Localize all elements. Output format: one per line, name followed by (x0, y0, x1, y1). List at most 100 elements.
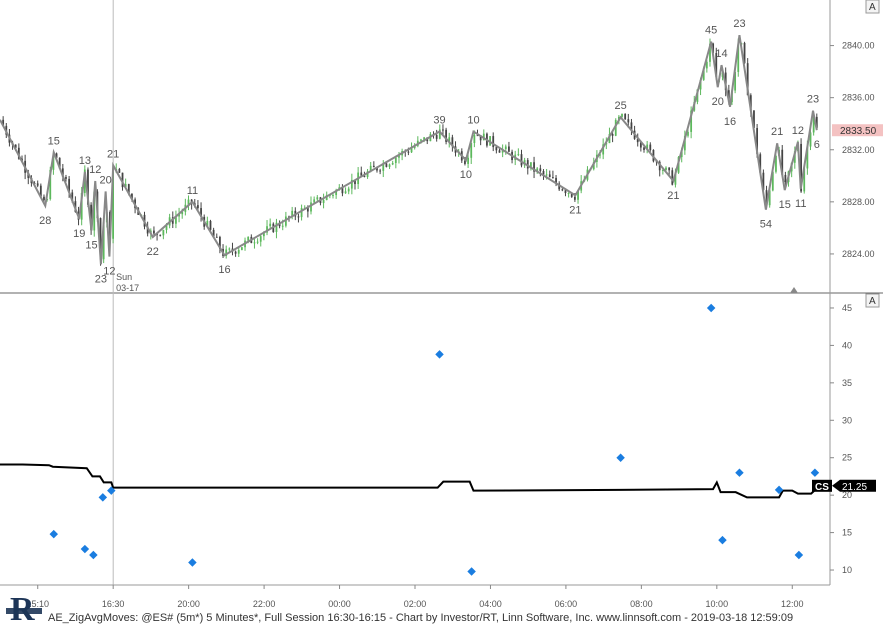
price-bar (259, 236, 262, 242)
zigzag-label: 11 (187, 185, 198, 197)
price-bar (674, 172, 677, 185)
price-bar (627, 119, 630, 123)
price-bar (344, 191, 347, 194)
price-bar (771, 171, 774, 191)
price-bar (803, 168, 806, 192)
price-bar (306, 207, 309, 212)
price-bar (262, 232, 265, 237)
time-tick-label: 15:10 (26, 599, 49, 609)
zig-move-point (98, 493, 108, 502)
price-bar (599, 154, 601, 156)
price-bar (570, 192, 573, 197)
zigzag-label: 21 (771, 126, 783, 138)
price-bar (809, 132, 812, 147)
zig-move-point (467, 567, 476, 576)
price-bar (671, 170, 674, 185)
price-bar (517, 154, 520, 156)
price-bar (240, 247, 243, 250)
price-bar (215, 236, 218, 238)
price-bar (561, 189, 564, 191)
zigzag-label: 28 (39, 215, 51, 227)
zigzag-label: 16 (218, 264, 230, 276)
zigzag-label: 21 (107, 148, 119, 160)
price-bar (206, 220, 209, 227)
price-bar (709, 43, 711, 62)
price-bar (366, 171, 369, 177)
scroll-marker (790, 287, 798, 293)
price-bar (451, 137, 454, 147)
price-bar (407, 151, 410, 153)
zig-move-point (80, 544, 90, 554)
price-bar (781, 149, 784, 175)
zigzag-label: 23 (807, 94, 819, 106)
price-bar (743, 42, 746, 64)
lower-tick-label: 45 (842, 303, 852, 313)
price-bar (558, 183, 561, 190)
zig-moves-panel (0, 303, 820, 576)
price-bar (90, 204, 93, 231)
price-bar (520, 154, 523, 166)
price-bar (153, 230, 155, 234)
price-bar (266, 226, 268, 233)
price-bar (552, 177, 554, 179)
price-bar (187, 199, 190, 205)
price-bar (665, 167, 667, 170)
lower-tick-label: 10 (842, 565, 852, 575)
lower-panel-button[interactable] (865, 293, 880, 308)
price-bar (200, 208, 202, 217)
zigzag-label: 6 (814, 139, 820, 151)
price-bar (690, 110, 693, 132)
price-bar (442, 129, 444, 131)
price-bar (467, 157, 469, 164)
price-bar (420, 139, 422, 141)
price-bar (812, 116, 815, 133)
price-bar (112, 171, 114, 239)
price-bar (332, 195, 334, 197)
price-bar (391, 163, 394, 165)
price-bar (316, 197, 319, 200)
price-bar (275, 222, 278, 232)
price-bar (473, 135, 476, 144)
price-panel-button[interactable] (865, 0, 880, 14)
price-bar (284, 216, 287, 226)
average-move-line (0, 463, 818, 499)
zigzag-label: 21 (667, 190, 679, 202)
price-bar (43, 196, 45, 201)
price-bar (445, 129, 447, 142)
price-bar (608, 134, 611, 144)
session-marker-date: 03-17 (116, 283, 139, 293)
price-bar (385, 163, 388, 167)
price-bar (209, 220, 212, 230)
price-bar (533, 162, 535, 172)
zig-move-point (89, 550, 98, 560)
price-bar (614, 119, 617, 136)
price-bar (661, 169, 664, 171)
zigzag-label: 13 (79, 155, 91, 167)
price-bar (181, 211, 184, 215)
price-bar (753, 110, 755, 129)
price-bar (212, 229, 215, 237)
price-bar (376, 167, 378, 171)
price-bar (498, 150, 501, 153)
zigzag-label: 16 (724, 116, 736, 128)
price-bar (495, 147, 498, 151)
price-bar (602, 144, 605, 155)
price-bar (360, 172, 363, 176)
avg-value-label: 21.25 (842, 482, 867, 493)
price-bar (291, 210, 294, 218)
price-bar (39, 185, 42, 197)
price-bar (646, 144, 649, 150)
price-bar (36, 183, 39, 186)
time-tick-label: 04:00 (479, 599, 502, 609)
price-bar (658, 161, 661, 171)
time-tick-label: 16:30 (102, 599, 125, 609)
lower-tick-label: 40 (842, 340, 852, 350)
price-bar (310, 202, 312, 212)
price-bar (539, 168, 542, 172)
price-bar (127, 184, 130, 194)
zigzag-label: 21 (569, 204, 581, 216)
price-bar (643, 147, 645, 150)
price-bar (435, 135, 438, 139)
price-bar (322, 200, 325, 204)
price-bar (49, 169, 52, 200)
